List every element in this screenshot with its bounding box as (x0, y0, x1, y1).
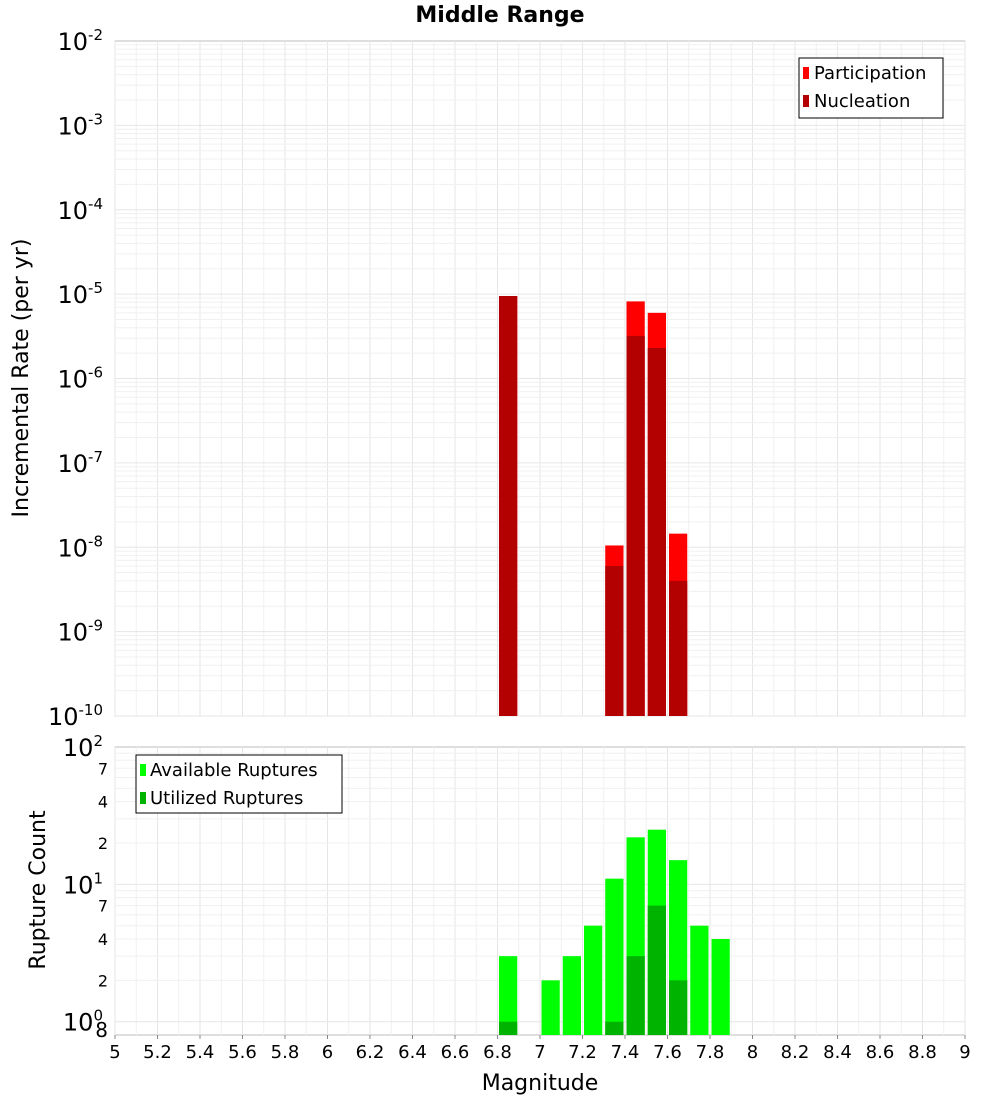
bottom-panel: 100 101 102 8 2 4 7 2 4 7 Available Ruptures Utiliz… (63, 732, 966, 1042)
utilized-ruptures-bar (499, 1021, 518, 1035)
nucleation-bar (626, 335, 645, 716)
available-ruptures-bar (541, 980, 560, 1035)
top-y-tick-label: 10-3 (57, 110, 103, 140)
x-tick-label: 7.4 (611, 1042, 640, 1063)
utilized-ruptures-bar (669, 980, 688, 1035)
available-ruptures-bar (711, 939, 730, 1035)
legend-swatch (140, 792, 146, 804)
bottom-y-minor-tick-label: 4 (98, 930, 108, 949)
legend-label: Participation (814, 63, 926, 84)
x-tick-label: 8.2 (781, 1042, 810, 1063)
x-tick-label: 7 (534, 1042, 545, 1063)
top-legend: Participation Nucleation (798, 57, 944, 119)
legend-swatch (803, 95, 809, 107)
bottom-y-minor-tick-label: 8 (95, 1018, 108, 1042)
top-y-tick-label: 10-4 (57, 195, 103, 225)
top-y-axis-title: Incremental Rate (per yr) (9, 239, 34, 518)
bottom-y-major-tick-label: 100 (63, 1007, 103, 1037)
nucleation-bar (499, 296, 518, 716)
legend-label: Nucleation (814, 91, 910, 112)
bottom-y-major-tick-label: 102 (63, 732, 103, 762)
x-tick-label: 8.6 (866, 1042, 895, 1063)
x-tick-label: 9 (959, 1042, 970, 1063)
top-y-tick-label: 10-2 (57, 26, 103, 56)
nucleation-bar (605, 565, 624, 716)
x-tick-label: 8.8 (908, 1042, 937, 1063)
bottom-y-minor-tick-label: 2 (98, 971, 108, 990)
top-y-tick-label: 10-9 (57, 617, 103, 647)
x-tick-label: 7.8 (696, 1042, 725, 1063)
x-axis-ticks: 5 5.2 5.4 5.6 5.8 6 6.2 6.4 6.6 6.8 7 7.2 7.4 7.6 7.8 8… (109, 1035, 971, 1063)
top-panel: 10-10 10-9 10-8 10-7 10-6 10-5 10-4 10-3 10-2 Par… (48, 26, 966, 731)
utilized-ruptures-bar (626, 956, 645, 1035)
available-ruptures-bar (562, 956, 581, 1035)
x-tick-label: 6.2 (356, 1042, 385, 1063)
bottom-y-minor-tick-label: 2 (98, 834, 108, 853)
nucleation-bar (669, 580, 688, 716)
top-y-tick-label: 10-5 (57, 279, 103, 309)
x-axis-title: Magnitude (482, 1071, 599, 1096)
available-ruptures-bar (499, 956, 518, 1035)
top-y-tick-label: 10-6 (57, 364, 103, 394)
legend-swatch (140, 764, 146, 776)
chart-title: Middle Range (415, 3, 584, 28)
bottom-y-minor-tick-label: 7 (98, 897, 108, 916)
x-tick-label: 6 (322, 1042, 333, 1063)
available-ruptures-bar (690, 925, 709, 1035)
nucleation-bar (647, 347, 666, 716)
available-ruptures-bar (605, 878, 624, 1035)
x-tick-label: 7.2 (568, 1042, 597, 1063)
x-tick-label: 6.8 (483, 1042, 512, 1063)
x-tick-label: 5 (109, 1042, 120, 1063)
x-tick-label: 7.6 (653, 1042, 682, 1063)
x-tick-label: 6.6 (441, 1042, 470, 1063)
x-tick-label: 8 (747, 1042, 758, 1063)
bottom-y-major-tick-label: 101 (63, 869, 103, 899)
x-tick-label: 6.4 (398, 1042, 427, 1063)
top-y-tick-label: 10-10 (48, 701, 103, 731)
utilized-ruptures-bar (605, 1021, 624, 1035)
bottom-y-minor-tick-label: 7 (98, 759, 108, 778)
bottom-y-axis-title: Rupture Count (26, 810, 51, 970)
top-legend-box (798, 57, 944, 119)
bottom-legend-box (135, 754, 343, 814)
top-y-tick-label: 10-8 (57, 532, 103, 562)
x-tick-label: 5.4 (186, 1042, 215, 1063)
x-tick-label: 5.2 (143, 1042, 172, 1063)
legend-label: Utilized Ruptures (150, 788, 303, 809)
utilized-ruptures-bar (647, 905, 666, 1035)
legend-swatch (803, 67, 809, 79)
bottom-y-minor-tick-label: 4 (98, 793, 108, 812)
legend-label: Available Ruptures (150, 760, 318, 781)
x-tick-label: 5.6 (228, 1042, 257, 1063)
bottom-legend: Available Ruptures Utilized Ruptures (135, 754, 343, 814)
top-y-tick-label: 10-7 (57, 448, 103, 478)
x-tick-label: 5.8 (271, 1042, 300, 1063)
available-ruptures-bar (584, 925, 603, 1035)
x-tick-label: 8.4 (823, 1042, 852, 1063)
